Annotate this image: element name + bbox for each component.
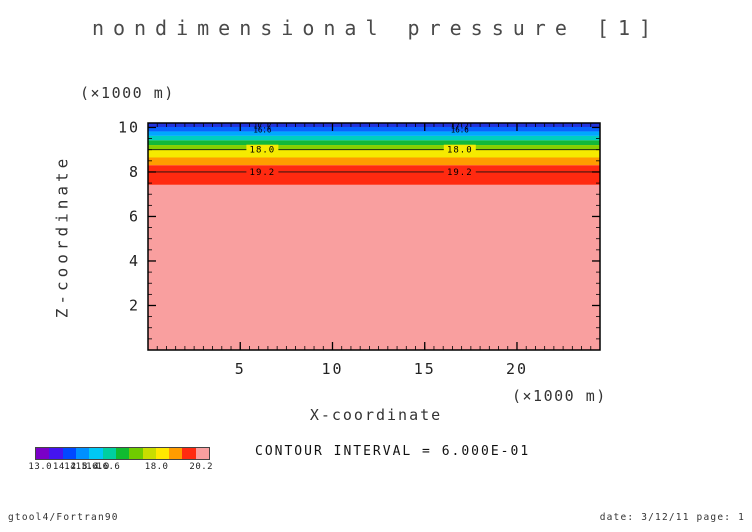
y-tick-label: 2: [129, 296, 140, 314]
contour-line-label: 19.2: [447, 168, 473, 178]
contour-band: [148, 165, 600, 185]
colorbar-cell: [195, 448, 210, 459]
colorbar-cell: [129, 448, 143, 459]
x-axis-unit-label: (×1000 m): [512, 387, 607, 405]
plot-frame: [147, 122, 601, 351]
colorbar-cell: [49, 448, 63, 459]
contour-line-label-small: 16.6: [253, 126, 272, 135]
y-tick-label: 10: [118, 118, 140, 136]
x-tick-label: 20: [506, 360, 528, 378]
colorbar-label: 14.2: [52, 462, 77, 472]
contour-band: [148, 145, 600, 150]
colorbar-cell: [182, 448, 196, 459]
contour-band: [148, 135, 600, 141]
contour-line-label: 18.0: [447, 146, 473, 156]
contour-line-label: 19.2: [250, 168, 276, 178]
y-tick-label: 4: [129, 252, 140, 270]
contour-line-label-small: 17.2: [451, 122, 469, 131]
footer-program-label: gtool4/Fortran90: [8, 512, 119, 523]
colorbar-label: 20.2: [189, 462, 214, 472]
x-axis-label: X-coordinate: [309, 406, 443, 424]
colorbar-label: 14.8: [64, 462, 88, 472]
x-tick-label: 15: [414, 360, 436, 378]
contour-band: [148, 184, 600, 350]
x-tick-label: 10: [321, 360, 343, 378]
contour-band: [148, 131, 600, 136]
colorbar-cell: [36, 448, 50, 459]
contour-label-halo: [443, 144, 476, 155]
colorbar-cell: [75, 448, 90, 459]
contour-band: [148, 157, 600, 166]
y-tick-label: 8: [129, 163, 140, 181]
y-axis-unit-label: (×1000 m): [80, 84, 175, 102]
contour-band: [148, 127, 600, 132]
footer-date-page-label: date: 3/12/11 page: 1: [599, 512, 745, 523]
colorbar-cell: [102, 448, 116, 459]
contour-label-halo: [246, 166, 279, 177]
colorbar-cell: [142, 448, 156, 459]
colorbar-cell: [169, 448, 183, 459]
contour-line-label-small: 16.6: [451, 126, 470, 135]
contour-line-label: 18.0: [250, 146, 276, 156]
contour-label-halo: [246, 144, 279, 155]
colorbar-label: 13.0: [28, 462, 53, 472]
contour-label-halo: [443, 166, 476, 177]
colorbar-cell: [89, 448, 103, 459]
colorbar-cell: [115, 448, 130, 459]
contour-band: [148, 123, 600, 128]
contour-interval-label: CONTOUR INTERVAL = 6.000E-01: [255, 444, 531, 459]
page-title: nondimensional pressure [1]: [91, 16, 661, 40]
colorbar-cell: [155, 448, 170, 459]
y-tick-label: 6: [129, 207, 140, 225]
contour-band: [148, 140, 600, 146]
x-tick-label: 5: [235, 360, 246, 378]
y-axis-label: Z-coordinate: [52, 154, 72, 319]
contour-line-label-small: 17.2: [253, 122, 271, 131]
colorbar-label: 16.0: [86, 462, 110, 472]
colorbar-label: 16.6: [96, 462, 121, 472]
colorbar-cell: [62, 448, 76, 459]
colorbar: [35, 447, 210, 460]
colorbar-labels: 13.0 14.2 14.8 15.4 16.0 16.6 18.0 20.2: [28, 462, 214, 474]
colorbar-label: 15.4: [75, 462, 100, 472]
contour-plot-svg: 18.0 18.019.2 19.217.216.6 17.216.65 10 15 202…: [118, 118, 601, 378]
contour-band: [148, 149, 600, 158]
colorbar-label: 18.0: [144, 462, 169, 472]
